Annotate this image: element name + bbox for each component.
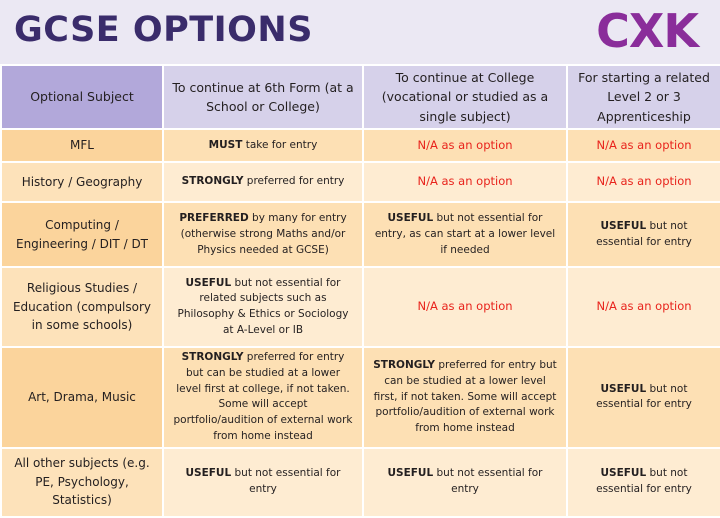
- table-cell: N/A as an option: [362, 266, 568, 349]
- table-cell: STRONGLY preferred for entry but can be …: [162, 346, 364, 449]
- table-body: MFL MUST take for entry N/A as an option N/…: [0, 128, 720, 518]
- table-cell: USEFUL but not essential for entry: [566, 201, 720, 269]
- row-label: History / Geography: [0, 161, 164, 204]
- table-cell: USEFUL but not essential for related sub…: [162, 266, 364, 349]
- column-header: To continue at 6th Form (at a School or …: [162, 63, 364, 131]
- cell-text: but not essential for entry: [596, 382, 692, 411]
- cell-text: N/A as an option: [596, 299, 692, 314]
- table-cell: N/A as an option: [566, 128, 720, 164]
- table-cell: N/A as an option: [362, 161, 568, 204]
- table-cell: USEFUL but not essential for entry: [362, 446, 568, 518]
- table-cell: STRONGLY preferred for entry but can be …: [362, 346, 568, 449]
- cell-text: N/A as an option: [417, 137, 513, 152]
- row-label: All other subjects (e.g. PE, Psychology,…: [0, 446, 164, 518]
- column-header: To continue at College (vocational or st…: [362, 63, 568, 131]
- cell-text: but not essential for entry: [234, 467, 341, 496]
- cell-text: preferred for entry: [246, 175, 345, 188]
- cell-text: but not essential for related subjects s…: [177, 276, 349, 336]
- cell-text: but not essential for entry, as can star…: [374, 212, 556, 256]
- header-row: Optional Subject To continue at 6th Form …: [0, 63, 720, 131]
- table-cell: N/A as an option: [566, 161, 720, 204]
- table-row: Art, Drama, Music STRONGLY preferred for …: [0, 346, 720, 449]
- cell-emphasis: USEFUL: [600, 219, 647, 232]
- row-label: Computing / Engineering / DIT / DT: [0, 201, 164, 269]
- column-header: Optional Subject: [0, 63, 164, 131]
- table-row: All other subjects (e.g. PE, Psychology,…: [0, 446, 720, 518]
- cell-emphasis: USEFUL: [600, 382, 647, 395]
- table-cell: PREFERRED by many for entry (otherwise s…: [162, 201, 364, 269]
- cell-emphasis: PREFERRED: [179, 212, 249, 224]
- table-cell: STRONGLY preferred for entry: [162, 161, 364, 204]
- cell-text: preferred for entry but can be studied a…: [373, 359, 557, 434]
- title: GCSE OPTIONS: [14, 10, 313, 50]
- table-row: MFL MUST take for entry N/A as an option N/…: [0, 128, 720, 164]
- cell-emphasis: MUST: [208, 138, 243, 151]
- cell-emphasis: USEFUL: [600, 467, 647, 480]
- cell-text: N/A as an option: [596, 174, 692, 189]
- table-cell: USEFUL but not essential for entry: [162, 446, 364, 518]
- table-cell: MUST take for entry: [162, 128, 364, 164]
- cell-text: N/A as an option: [417, 174, 513, 189]
- cell-emphasis: STRONGLY: [373, 359, 436, 371]
- logo: CXK: [596, 4, 699, 58]
- cell-emphasis: USEFUL: [387, 467, 434, 480]
- options-table: Optional Subject To continue at 6th Form …: [0, 63, 720, 518]
- table-row: History / Geography STRONGLY preferred fo…: [0, 161, 720, 204]
- cell-text: N/A as an option: [417, 299, 513, 314]
- cell-text: but not essential for entry: [596, 219, 692, 248]
- cell-emphasis: USEFUL: [185, 276, 232, 289]
- column-header: For starting a related Level 2 or 3 Appr…: [566, 63, 720, 131]
- cell-emphasis: STRONGLY: [181, 351, 244, 364]
- table-cell: N/A as an option: [362, 128, 568, 164]
- table-cell: USEFUL but not essential for entry: [566, 346, 720, 449]
- row-label: MFL: [0, 128, 164, 164]
- cell-text: N/A as an option: [596, 137, 692, 152]
- header: GCSE OPTIONS CXK: [0, 0, 720, 64]
- table-cell: N/A as an option: [566, 266, 720, 349]
- cell-text: preferred for entry but can be studied a…: [173, 351, 353, 442]
- cell-text: but not essential for entry: [596, 467, 692, 496]
- table-cell: USEFUL but not essential for entry: [566, 446, 720, 518]
- row-label: Religious Studies / Education (compulsor…: [0, 266, 164, 349]
- table-cell: USEFUL but not essential for entry, as c…: [362, 201, 568, 269]
- cell-emphasis: USEFUL: [387, 212, 434, 224]
- cell-emphasis: USEFUL: [185, 467, 232, 480]
- table-row: Religious Studies / Education (compulsor…: [0, 266, 720, 349]
- cell-text: but not essential for entry: [436, 467, 543, 496]
- cell-text: by many for entry (otherwise strong Math…: [180, 212, 347, 256]
- table-row: Computing / Engineering / DIT / DT PREFER…: [0, 201, 720, 269]
- cell-emphasis: STRONGLY: [181, 175, 244, 188]
- cell-text: take for entry: [245, 138, 318, 151]
- row-label: Art, Drama, Music: [0, 346, 164, 449]
